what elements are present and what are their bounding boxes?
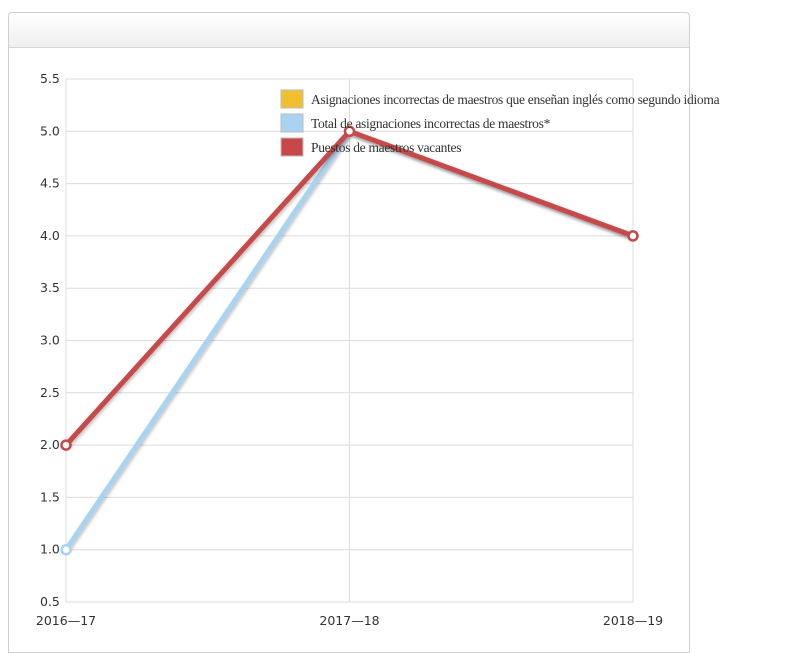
data-point[interactable] [60,543,72,556]
y-tick-label: 3.0 [40,333,60,348]
y-tick-label: 3.5 [40,280,60,295]
legend-label: Total de asignaciones incorrectas de mae… [311,116,551,131]
legend-swatch [280,137,304,157]
x-tick-label: 2018—19 [603,613,663,628]
legend-swatch [280,113,304,133]
y-tick-label: 2.0 [40,437,60,452]
data-point[interactable] [627,230,639,242]
panel-header [9,13,689,48]
data-point[interactable] [60,439,72,451]
legend-swatch [280,89,304,109]
y-tick-label: 0.5 [40,594,60,609]
series-2 [60,125,639,451]
legend-label: Puestos de maestros vacantes [311,140,461,155]
x-tick-label: 2017—18 [319,613,379,628]
legend-label: Asignaciones incorrectas de maestros que… [311,92,720,107]
y-tick-label: 5.0 [40,123,60,138]
y-tick-label: 4.5 [40,176,60,191]
data-point[interactable] [343,125,356,138]
y-axis-ticks: 0.5 1.0 1.5 2.0 2.5 3.0 3.5 4.0 4.5 5.0 5.5 [40,71,60,609]
y-tick-label: 4.0 [40,228,60,243]
y-tick-label: 2.5 [40,385,60,400]
y-tick-label: 1.5 [40,489,60,504]
y-tick-label: 1.0 [40,542,60,557]
x-tick-label: 2016—17 [36,613,96,628]
y-tick-label: 5.5 [40,71,60,86]
grid-lines [65,78,634,603]
x-axis-ticks: 2016—17 2017—18 2018—19 [36,613,663,628]
series-layer [60,125,639,556]
legend: Asignaciones incorrectas de maestros que… [280,89,720,157]
